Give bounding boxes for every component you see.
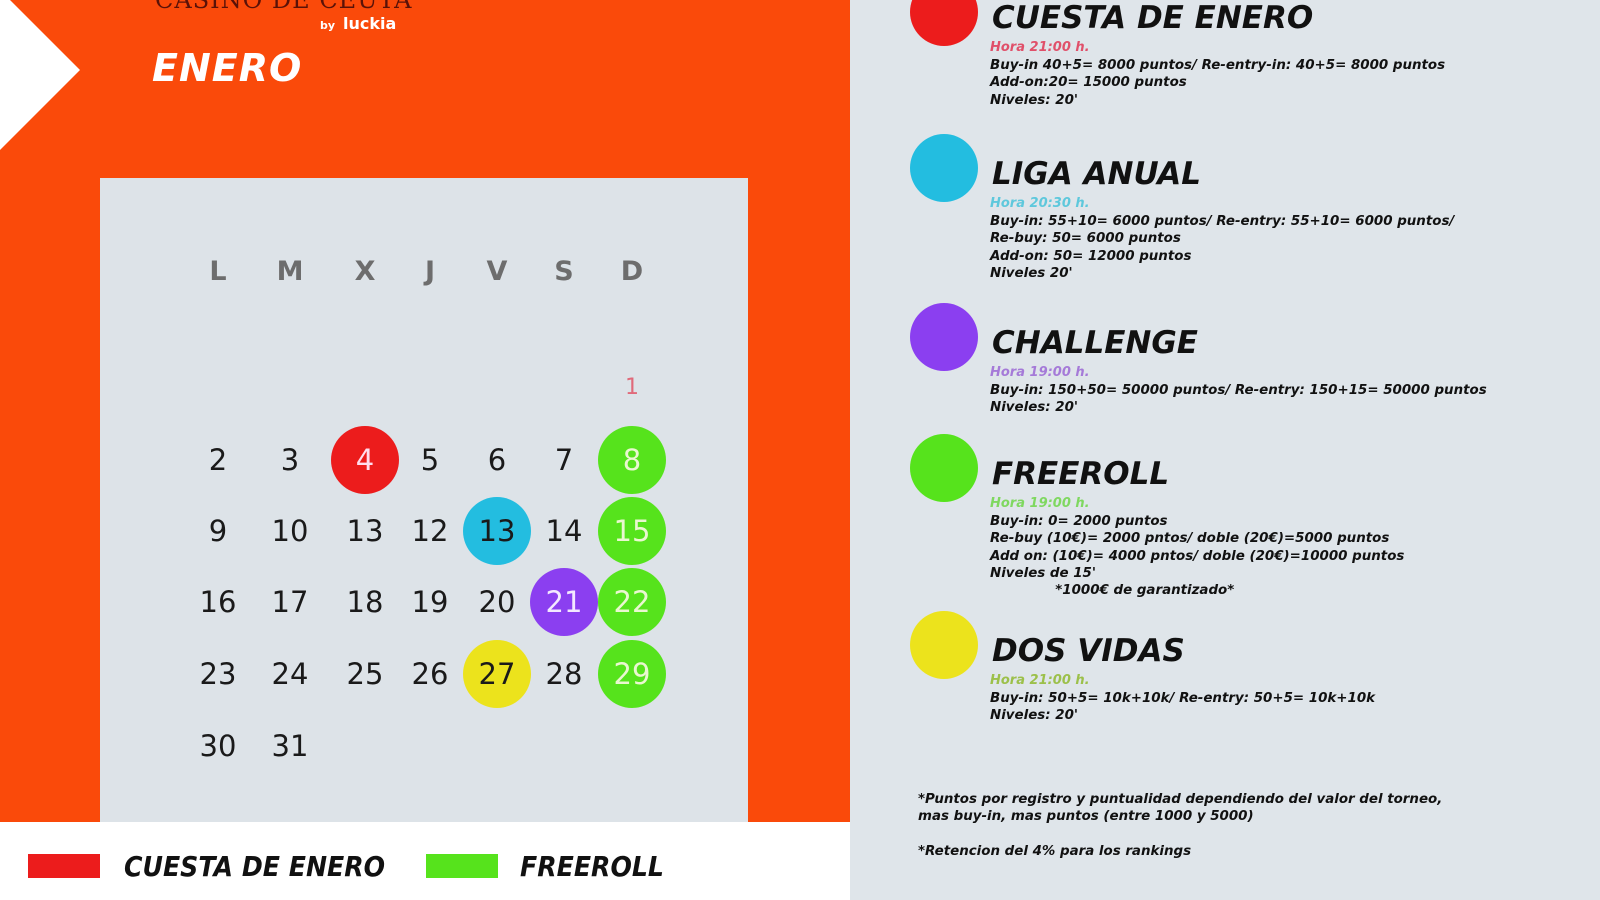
calendar-day-event: 13 — [463, 497, 531, 565]
calendar-day-event: 22 — [598, 568, 666, 636]
legend-label-cuesta: CUESTA DE ENERO — [124, 850, 386, 883]
event-detail-line: Re-buy: 50= 6000 puntos — [990, 231, 1181, 247]
event-detail-line: Niveles: 20' — [990, 92, 1079, 108]
event-detail-line: Buy-in: 150+50= 50000 puntos/ Re-entry: … — [990, 383, 1487, 398]
note-retencion: *Retencion del 4% para los rankings — [918, 844, 1192, 859]
event-detail-line: Buy-in: 0= 2000 puntos — [990, 514, 1168, 529]
event-color-dot — [910, 0, 978, 46]
event-detail-line: Niveles 20' — [990, 265, 1073, 281]
calendar-day: 14 — [545, 514, 583, 548]
calendar-day: 17 — [271, 585, 309, 619]
calendar-day-event: 21 — [530, 568, 598, 636]
weekday-header: D — [620, 256, 644, 287]
luckia-logo: by luckia — [320, 14, 397, 33]
calendar-day: 24 — [271, 657, 309, 691]
event-detail-line: Add on: (10€)= 4000 pntos/ doble (20€)=1… — [990, 548, 1405, 564]
weekday-header: V — [486, 256, 508, 287]
calendar-day: 18 — [346, 585, 384, 619]
calendar-day-event: 29 — [598, 640, 666, 708]
event-detail-line: Buy-in: 55+10= 6000 puntos/ Re-entry: 55… — [990, 214, 1455, 229]
calendar-day: 28 — [545, 657, 583, 691]
calendar-day-event: 27 — [463, 640, 531, 708]
event-detail-line: Buy-in 40+5= 8000 puntos/ Re-entry-in: 4… — [990, 58, 1446, 73]
calendar-day: 1 — [625, 374, 639, 400]
calendar-day: 26 — [411, 657, 449, 691]
event-details: Buy-in: 150+50= 50000 puntos/ Re-entry: … — [990, 382, 1487, 417]
legend-swatch-freeroll — [426, 854, 498, 878]
event-color-dot — [910, 134, 978, 202]
weekday-header: X — [354, 256, 376, 287]
calendar-day: 2 — [208, 443, 228, 477]
event-color-dot — [910, 611, 978, 679]
calendar-day: 23 — [199, 657, 237, 691]
event-detail-line: *1000€ de garantizado* — [990, 583, 1235, 599]
calendar-day: 25 — [346, 657, 384, 691]
legend-label-freeroll: FREEROLL — [520, 850, 664, 883]
event-time: Hora 19:00 h. — [990, 496, 1090, 511]
calendar-day: 7 — [554, 443, 574, 477]
event-detail-line: Add-on: 50= 12000 puntos — [990, 248, 1192, 264]
event-details: Buy-in: 50+5= 10k+10k/ Re-entry: 50+5= 1… — [990, 690, 1375, 725]
casino-logo: CASINO DE CEUTA — [155, 0, 413, 14]
event-time: Hora 21:00 h. — [990, 673, 1090, 688]
calendar-day: 12 — [411, 514, 449, 548]
calendar-day: 30 — [199, 729, 237, 763]
event-time: Hora 19:00 h. — [990, 365, 1090, 380]
calendar-day: 10 — [271, 514, 309, 548]
weekday-header: S — [554, 256, 574, 287]
calendar-day-event: 15 — [598, 497, 666, 565]
legend-swatch-cuesta — [28, 854, 100, 878]
calendar-day: 3 — [280, 443, 300, 477]
event-time: Hora 20:30 h. — [990, 196, 1090, 211]
legend-strip — [0, 822, 850, 900]
calendar-day: 9 — [208, 514, 228, 548]
event-details: Buy-in: 0= 2000 puntos Re-buy (10€)= 2000… — [990, 513, 1404, 599]
weekday-header: M — [276, 256, 304, 287]
event-details: Buy-in: 55+10= 6000 puntos/ Re-entry: 55… — [990, 213, 1454, 282]
event-title: FREEROLL — [992, 456, 1170, 492]
month-title: ENERO — [152, 46, 303, 90]
event-detail-line: Add-on:20= 15000 puntos — [990, 75, 1187, 91]
event-title: LIGA ANUAL — [992, 156, 1201, 192]
event-title: CHALLENGE — [992, 325, 1198, 361]
calendar-day: 20 — [478, 585, 516, 619]
event-title: CUESTA DE ENERO — [992, 0, 1314, 36]
calendar-day: 5 — [420, 443, 440, 477]
event-color-dot — [910, 434, 978, 502]
event-detail-line: Niveles: 20' — [990, 400, 1079, 416]
note-puntos: *Puntos por registro y puntualidad depen… — [918, 792, 1443, 824]
calendar-day: 6 — [487, 443, 507, 477]
event-time: Hora 21:00 h. — [990, 40, 1090, 55]
calendar-day: 16 — [199, 585, 237, 619]
calendar-day-event: 4 — [331, 426, 399, 494]
event-detail-line: Niveles: 20' — [990, 708, 1079, 724]
event-detail-line: Niveles de 15' — [990, 565, 1096, 581]
weekday-header: J — [424, 256, 436, 287]
calendar-day: 31 — [271, 729, 309, 763]
event-color-dot — [910, 303, 978, 371]
weekday-header: L — [209, 256, 227, 287]
event-detail-line: Re-buy (10€)= 2000 pntos/ doble (20€)=50… — [990, 531, 1390, 547]
arrow-shape — [0, 0, 80, 150]
calendar-day: 19 — [411, 585, 449, 619]
event-detail-line: Buy-in: 50+5= 10k+10k/ Re-entry: 50+5= 1… — [990, 691, 1376, 706]
calendar-day-event: 8 — [598, 426, 666, 494]
calendar-day: 13 — [346, 514, 384, 548]
event-title: DOS VIDAS — [992, 633, 1185, 669]
event-details: Buy-in 40+5= 8000 puntos/ Re-entry-in: 4… — [990, 57, 1445, 109]
